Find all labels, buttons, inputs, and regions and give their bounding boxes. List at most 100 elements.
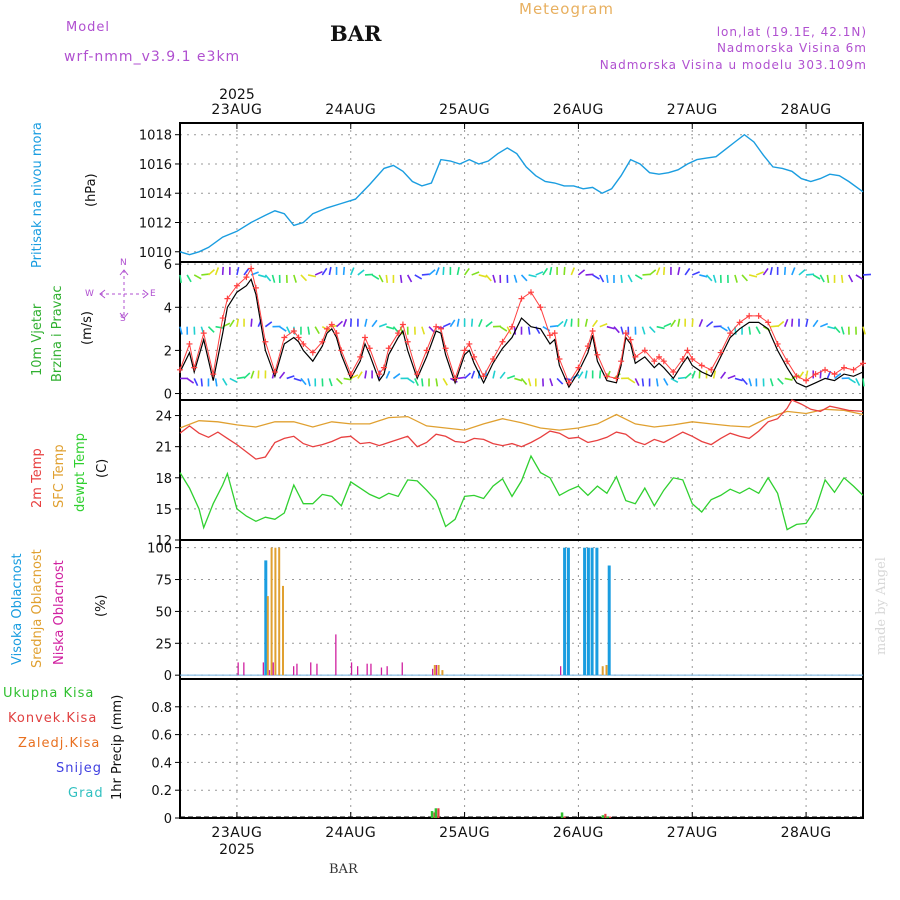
- x-label-top: 28AUG: [781, 102, 832, 118]
- y-tick-label: 24: [155, 410, 172, 425]
- y-tick-label: 21: [155, 441, 172, 456]
- wind-arrow: [549, 266, 553, 276]
- wind-arrow: [442, 322, 451, 328]
- wind-gust-marker: [618, 358, 625, 365]
- cloud-unit: (%): [94, 594, 109, 618]
- cloud-bar-mid: [601, 666, 604, 676]
- cloud-bar-low: [293, 666, 295, 676]
- wind-gust-marker: [248, 265, 255, 272]
- wind-gust-marker: [357, 353, 364, 360]
- wind-arrow: [862, 378, 865, 387]
- wind-gust-marker: [490, 356, 497, 363]
- wind-arrow: [584, 370, 588, 379]
- wind-gust-marker: [338, 347, 345, 354]
- cloud-bar-low: [237, 662, 239, 676]
- footer-station: BAR: [329, 862, 358, 877]
- wind-arrow: [264, 321, 273, 328]
- wind-gust-marker: [347, 371, 354, 378]
- precip-graupel-label: Grad: [68, 786, 104, 801]
- wind-arrow: [342, 318, 348, 327]
- precip-bar-conv: [604, 813, 607, 818]
- x-label-bottom: 27AUG: [667, 825, 718, 841]
- wind-arrow: [215, 325, 224, 329]
- wind-gust-marker: [746, 312, 753, 319]
- cloud-bar-low: [401, 662, 403, 676]
- wind-arrow: [236, 318, 240, 327]
- wind-arrow: [214, 267, 220, 276]
- wind-arrow: [201, 273, 210, 276]
- x-label-bottom: 23AUG: [211, 825, 262, 841]
- wind-arrow: [577, 269, 586, 276]
- cloud-bar-low: [370, 663, 372, 676]
- wind-arrow: [698, 318, 704, 327]
- wind-barb-layer: [179, 266, 872, 387]
- wind-gust-marker: [527, 289, 534, 296]
- x-label-top: 24AUG: [325, 102, 376, 118]
- wind-gust-marker: [219, 315, 226, 322]
- y-tick-label: 2: [164, 344, 172, 359]
- wind-gust-marker: [233, 282, 240, 289]
- wind-arrow: [407, 377, 415, 384]
- wind-arrow: [848, 274, 854, 283]
- wind-arrow: [335, 377, 343, 385]
- wind-arrow: [442, 378, 448, 386]
- wind-arrow: [684, 267, 691, 276]
- precip-bar-total: [434, 808, 438, 818]
- year-label-bottom: 2025: [219, 842, 255, 858]
- wind-arrow: [741, 377, 748, 386]
- wind-arrow: [470, 318, 474, 327]
- wind-gust-marker: [366, 345, 373, 352]
- wind-arrow: [329, 324, 338, 328]
- wind-arrow: [385, 274, 389, 283]
- wind-arrow: [399, 274, 403, 283]
- wind-arrow: [258, 274, 267, 278]
- wind-gust-marker: [670, 368, 677, 375]
- wind-gust-marker: [793, 373, 800, 380]
- wind-arrow: [406, 274, 413, 283]
- wind-arrow: [791, 318, 794, 327]
- wind-gust-marker: [708, 366, 715, 373]
- wind-arrow: [293, 274, 297, 283]
- wind-arrow: [442, 266, 445, 275]
- wind-arrow: [848, 377, 856, 384]
- y-tick-label: 75: [155, 574, 172, 589]
- wind-gust-marker: [651, 358, 658, 365]
- wind-gust-marker: [281, 334, 288, 341]
- wind-arrow: [179, 274, 182, 283]
- wind-arrow: [464, 372, 472, 380]
- wind-arrow: [598, 370, 602, 379]
- wind-arrow: [634, 378, 640, 386]
- wind-arrow: [649, 269, 657, 276]
- wind-gust-markers: [177, 265, 866, 386]
- wind-arrow: [499, 326, 508, 332]
- wind-gust-marker: [509, 323, 516, 330]
- model-label: Model: [66, 20, 111, 35]
- wind-arrow: [285, 326, 291, 335]
- wind-arrow: [428, 269, 436, 276]
- wind-arrow: [342, 266, 346, 276]
- wind-arrow: [627, 377, 636, 384]
- cloud-bar-low: [435, 665, 438, 676]
- wind-arrow: [806, 273, 815, 276]
- wind-gust-marker: [774, 340, 781, 347]
- cloud-bar-high: [264, 560, 268, 676]
- wind-arrow: [627, 274, 633, 283]
- precip-unit: 1hr Precip (mm): [110, 694, 125, 800]
- wind-arrow: [528, 274, 537, 278]
- wind-gust-marker: [765, 319, 772, 326]
- wind-gust-marker: [518, 295, 525, 302]
- wind-arrow: [421, 378, 424, 387]
- wind-arrow: [364, 370, 368, 379]
- wind-arrow: [663, 378, 669, 386]
- wind-arrow: [414, 274, 423, 280]
- wind-gust-marker: [622, 330, 629, 337]
- wind-arrow: [307, 274, 317, 278]
- wind-gust-marker: [627, 336, 634, 343]
- wind-gust-marker: [361, 334, 368, 341]
- wind-arrow: [705, 321, 714, 328]
- wind-arrow: [556, 377, 564, 385]
- wind-arrow: [840, 326, 845, 335]
- wind-arrow: [805, 318, 809, 327]
- wind-arrow: [613, 326, 620, 334]
- wind-arrow: [585, 273, 594, 276]
